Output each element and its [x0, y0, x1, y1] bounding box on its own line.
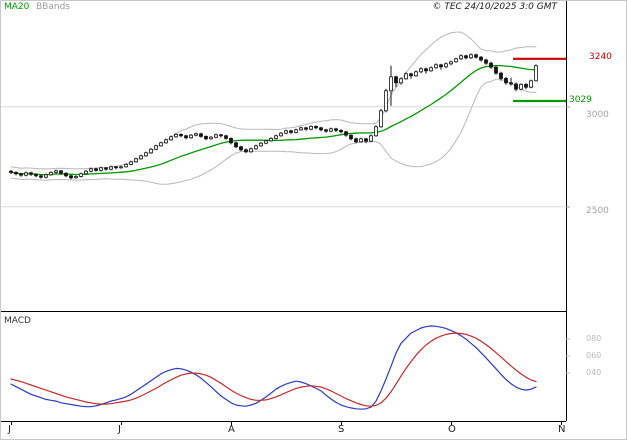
macd-axis-label-080: 080: [586, 334, 602, 343]
bollinger-upper-band: [10, 31, 537, 170]
axes: [1, 1, 570, 425]
x-axis-label-month-3: S: [338, 424, 345, 435]
y-axis-label-3000: 3000: [586, 110, 609, 120]
legend-bbands: BBands: [36, 2, 70, 12]
macd-panel-label: MACD: [4, 316, 31, 326]
macd-axis-label-040: 040: [586, 368, 602, 377]
x-axis-label-month-0: J: [8, 424, 11, 435]
bollinger-lower-band: [10, 78, 537, 185]
resistance-level-label: 3240: [589, 52, 612, 62]
legend-ma20: MA20: [4, 2, 30, 12]
ma20-line: [10, 64, 537, 176]
x-axis-label-month-1: J: [118, 424, 121, 435]
x-axis-label-month-5: N: [558, 424, 566, 435]
copyright-text: © TEC 24/10/2025 3:0 GMT: [432, 2, 557, 12]
macd-axis-label-060: 060: [586, 351, 602, 360]
candlesticks: [9, 53, 538, 180]
x-axis-label-month-4: O: [448, 424, 456, 435]
price-gridlines: [1, 106, 566, 208]
x-axis-label-month-2: A: [228, 424, 235, 435]
support-level-label: 3029: [569, 95, 592, 105]
y-axis-label-2500: 2500: [586, 206, 609, 216]
signal-line: [10, 332, 537, 407]
macd-line: [10, 325, 537, 410]
